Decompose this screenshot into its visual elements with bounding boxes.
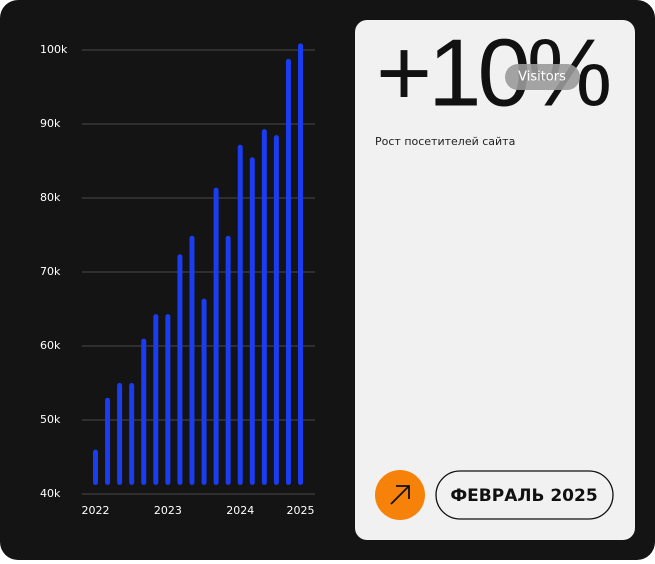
- bar: [285, 58, 291, 485]
- bar: [153, 314, 159, 485]
- x-tick-label: 2025: [287, 504, 315, 517]
- y-tick-label: 70k: [40, 265, 61, 278]
- bar: [93, 449, 98, 485]
- badge-bg: [505, 64, 580, 90]
- x-tick-label: 2023: [154, 504, 182, 517]
- chart: 40k 50k 60k 70k 80k 90k 100k 2022 2023 2024 2025: [40, 43, 315, 517]
- y-tick-label: 90k: [40, 117, 61, 130]
- bar: [117, 383, 123, 485]
- y-tick-label: 100k: [40, 43, 68, 56]
- bar: [237, 144, 243, 485]
- bar: [129, 383, 135, 485]
- bar: [141, 338, 147, 485]
- bar: [189, 235, 195, 485]
- y-tick-label: 50k: [40, 413, 61, 426]
- period-pill[interactable]: [435, 470, 614, 520]
- x-tick-label: 2022: [82, 504, 110, 517]
- bar: [273, 135, 279, 485]
- bar: [213, 187, 219, 485]
- bar: [177, 254, 183, 485]
- bar: [298, 43, 304, 486]
- bar: [105, 397, 111, 485]
- bar: [261, 129, 267, 485]
- x-tick-label: 2024: [226, 504, 254, 517]
- period: ФЕВРАЛЬ 2025: [450, 486, 597, 506]
- badge: Visitors: [518, 70, 566, 85]
- y-tick-label: 60k: [40, 339, 61, 352]
- y-tick-label: 40k: [40, 487, 61, 500]
- bar: [249, 157, 255, 486]
- stat-card: [355, 20, 635, 540]
- y-tick-label: 80k: [40, 191, 61, 204]
- bar: [201, 298, 207, 485]
- bar: [165, 314, 171, 485]
- bar: [225, 235, 231, 485]
- arrow-icon: [390, 485, 410, 505]
- caption: Рост посетителей сайта: [375, 135, 515, 148]
